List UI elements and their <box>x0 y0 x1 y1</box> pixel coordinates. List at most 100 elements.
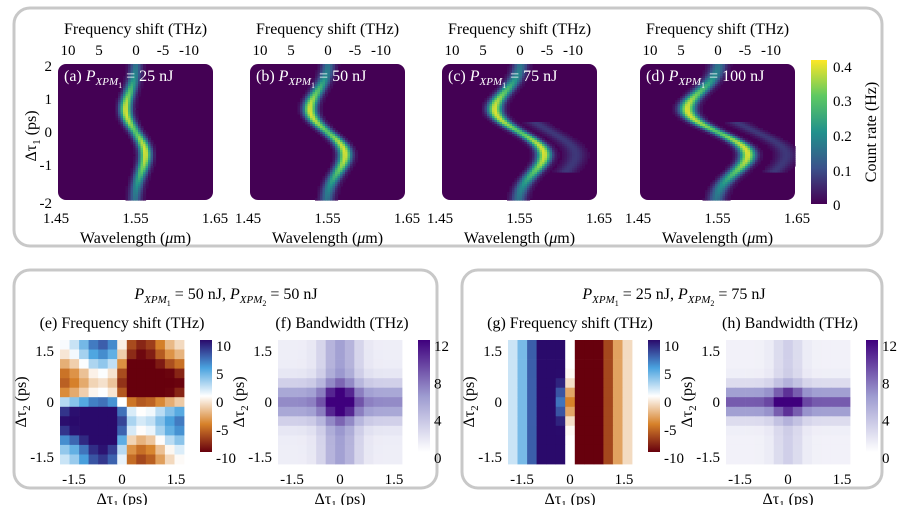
heat-cell <box>705 78 709 81</box>
heat-cell <box>529 140 533 143</box>
heat-cell <box>757 138 761 141</box>
heat-cell <box>310 86 314 89</box>
map-cell <box>98 454 109 465</box>
map-cell <box>792 435 803 446</box>
heat-cell <box>745 158 749 161</box>
heat-cell <box>557 128 561 131</box>
heat-cell <box>537 126 541 129</box>
map-cell <box>517 368 528 379</box>
heat-cell <box>717 196 721 199</box>
map-cell <box>811 387 822 398</box>
map-cell <box>335 349 346 360</box>
heat-cell <box>133 182 137 185</box>
heat-cell <box>340 162 344 165</box>
heat-cell <box>509 198 513 201</box>
heat-cell <box>330 130 334 133</box>
heat-cell <box>732 140 736 143</box>
heat-cell <box>745 154 749 157</box>
heat-cell <box>138 70 142 73</box>
heat-cell <box>322 66 326 69</box>
heat-cell <box>135 166 139 169</box>
heat-cell <box>320 128 324 131</box>
map-cell <box>546 444 557 455</box>
heat-cell <box>524 198 528 201</box>
heat-cell <box>325 132 329 135</box>
heat-cell <box>542 124 546 127</box>
heat-cell <box>712 64 716 67</box>
map-cell <box>136 387 147 398</box>
heat-cell <box>775 154 779 157</box>
map-cell <box>546 340 557 350</box>
heat-cell <box>727 176 731 179</box>
heat-cell <box>300 116 304 119</box>
heat-cell <box>310 106 314 109</box>
map-cell <box>565 454 576 465</box>
map-cell <box>773 397 784 408</box>
heat-cell <box>327 86 331 89</box>
heat-cell <box>745 126 749 129</box>
cbar-tick: 4 <box>882 414 890 430</box>
heat-cell <box>312 80 316 83</box>
heat-cell <box>507 98 511 101</box>
heat-cell <box>130 194 134 197</box>
heat-cell <box>777 148 781 151</box>
heat-cell <box>552 132 556 135</box>
map-cell <box>840 368 851 379</box>
map-cell <box>527 359 537 369</box>
heat-cell <box>542 142 546 145</box>
heat-cell <box>740 122 744 125</box>
heat-cell <box>340 156 344 159</box>
heat-cell <box>544 172 548 175</box>
heat-cell <box>740 128 744 131</box>
heat-cell <box>549 150 553 153</box>
heat-cell <box>133 100 137 103</box>
heat-cell <box>502 108 506 111</box>
map-cell <box>536 378 547 389</box>
map-cell <box>773 378 784 389</box>
heat-cell <box>325 174 329 177</box>
heat-cell <box>307 118 311 121</box>
heat-cell <box>342 138 346 141</box>
map-cell <box>145 359 156 369</box>
map-cell <box>802 406 813 417</box>
freq-tick: 10 <box>61 43 76 59</box>
heat-cell <box>712 194 716 197</box>
heat-cell <box>330 76 334 79</box>
heat-cell <box>133 98 137 101</box>
heat-cell <box>685 120 689 123</box>
heat-cell <box>549 134 553 137</box>
heat-cell <box>775 160 779 163</box>
wavelength-tick: 1.55 <box>122 211 148 227</box>
heat-cell <box>747 128 751 131</box>
map-cell <box>821 454 832 465</box>
heat-cell <box>300 112 304 115</box>
heat-cell <box>140 192 144 195</box>
heat-cell <box>712 132 716 135</box>
heat-cell <box>312 82 316 85</box>
heat-cell <box>345 154 349 157</box>
heat-cell <box>487 110 491 113</box>
heat-cell <box>130 100 134 103</box>
heat-cell <box>752 144 756 147</box>
heat-cell <box>138 190 142 193</box>
heat-cell <box>128 78 132 81</box>
heat-cell <box>312 128 316 131</box>
heat-cell <box>138 76 142 79</box>
heat-cell <box>772 140 776 143</box>
map-cell <box>155 416 166 427</box>
heat-cell <box>547 128 551 131</box>
heat-cell <box>519 128 523 131</box>
heat-cell <box>150 156 154 159</box>
heat-cell <box>547 162 551 165</box>
heat-cell <box>325 134 329 137</box>
map-cell <box>278 387 288 398</box>
map-cell <box>555 425 566 436</box>
heat-cell <box>725 136 729 139</box>
heat-cell <box>312 106 316 109</box>
heat-cell <box>130 90 134 93</box>
heatmap-b <box>250 64 405 201</box>
heat-cell <box>130 134 134 137</box>
heat-cell <box>730 122 734 125</box>
map-cell <box>527 444 537 455</box>
heat-cell <box>123 76 127 79</box>
